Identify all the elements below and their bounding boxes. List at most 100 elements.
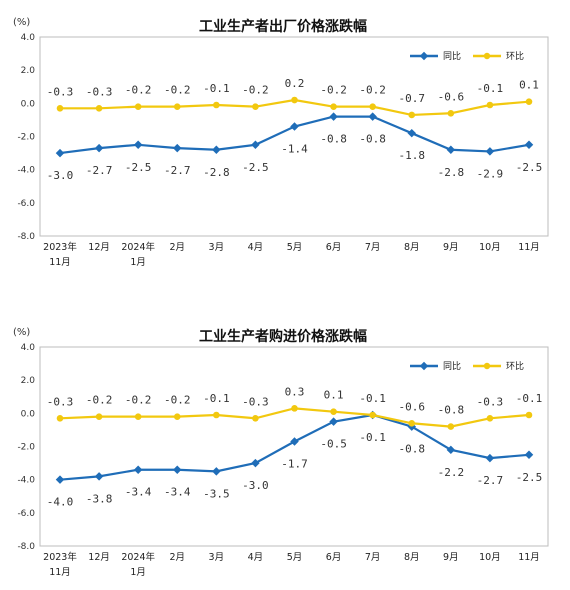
data-point-mom xyxy=(408,419,416,427)
data-label-mom: 0.1 xyxy=(519,79,539,92)
data-label-yoy: -1.7 xyxy=(281,458,308,471)
data-label-yoy: -2.5 xyxy=(242,161,269,174)
legend-marker xyxy=(419,361,429,371)
data-label-mom: -0.2 xyxy=(164,394,191,407)
data-point-mom xyxy=(291,405,298,412)
data-point-mom xyxy=(486,101,494,109)
data-point-mom xyxy=(447,423,455,430)
data-label-yoy: -0.5 xyxy=(320,438,347,451)
legend-label: 环比 xyxy=(506,360,524,372)
data-label-mom: -0.2 xyxy=(164,84,191,97)
data-label-yoy: -2.2 xyxy=(438,466,465,479)
data-label-mom: -0.1 xyxy=(516,392,543,405)
data-point-yoy xyxy=(55,148,65,158)
data-label-mom: -0.3 xyxy=(477,395,504,408)
x-tick-label: 2024年 1月 xyxy=(121,551,155,578)
plot-frame xyxy=(39,36,549,237)
data-label-mom: -0.7 xyxy=(399,92,426,105)
data-point-yoy xyxy=(173,465,182,474)
data-label-yoy: -2.8 xyxy=(203,166,230,179)
x-tick-label: 4月 xyxy=(248,242,264,253)
data-label-yoy: -3.0 xyxy=(242,479,269,492)
output-price-chart: 工业生产者出厂价格涨跌幅 (%) 4.0 2.0 0.0 -2.0 -4.0 -6.0 -8… xyxy=(0,0,570,280)
data-label-yoy: -0.1 xyxy=(359,431,386,444)
y-tick-label: 0.0 xyxy=(21,99,36,109)
data-label-yoy: -2.5 xyxy=(125,161,152,174)
data-point-yoy xyxy=(94,472,104,481)
y-tick-label: -6.0 xyxy=(17,199,35,209)
data-point-mom xyxy=(291,96,298,104)
data-point-mom xyxy=(525,98,533,105)
data-point-mom xyxy=(134,413,142,420)
data-point-yoy xyxy=(524,140,534,150)
x-tick-label: 11月 xyxy=(518,242,540,253)
y-tick-label: -2.0 xyxy=(17,133,35,143)
data-point-mom xyxy=(213,411,220,419)
data-point-mom xyxy=(95,413,103,420)
x-tick-label: 6月 xyxy=(326,552,342,563)
x-tick-label: 7月 xyxy=(365,242,381,253)
x-tick-label: 10月 xyxy=(479,552,501,563)
data-label-yoy: -3.8 xyxy=(86,492,113,505)
data-point-yoy xyxy=(329,417,338,426)
data-point-mom xyxy=(56,415,64,422)
legend-marker xyxy=(483,52,491,60)
data-label-yoy: -3.4 xyxy=(125,486,152,499)
x-tick-label: 2月 xyxy=(169,242,185,253)
data-label-mom: -0.6 xyxy=(438,90,465,103)
purchase-price-chart-svg: 工业生产者购进价格涨跌幅 (%) 4.0 2.0 0.0 -2.0 -4.0 -6.0 -8… xyxy=(13,327,549,578)
data-label-yoy: -0.8 xyxy=(320,133,347,146)
y-tick-label: -4.0 xyxy=(17,166,35,176)
data-point-yoy xyxy=(446,445,456,455)
y-tick-label: 4.0 xyxy=(21,33,36,43)
data-point-yoy xyxy=(524,450,534,460)
data-label-mom: -0.1 xyxy=(477,82,504,95)
data-point-yoy xyxy=(55,475,65,484)
y-tick-label: -2.0 xyxy=(17,443,35,453)
legend-marker xyxy=(419,51,429,61)
data-label-yoy: -3.0 xyxy=(47,169,74,182)
data-point-yoy xyxy=(94,143,104,153)
data-point-mom xyxy=(95,105,103,112)
data-label-mom: -0.2 xyxy=(320,84,347,97)
data-label-yoy: -3.4 xyxy=(164,486,191,499)
data-point-mom xyxy=(134,103,142,110)
y-tick-label: 0.0 xyxy=(21,409,36,419)
data-point-yoy xyxy=(329,112,338,121)
data-label-yoy: -1.4 xyxy=(281,143,308,156)
x-tick-label: 12月 xyxy=(88,552,110,563)
unit-label: (%) xyxy=(13,17,30,28)
y-tick-label: -4.0 xyxy=(17,476,35,486)
data-label-yoy: -2.7 xyxy=(477,474,504,487)
data-label-yoy: -2.5 xyxy=(516,471,543,484)
data-point-mom xyxy=(213,101,220,109)
data-label-yoy: -2.8 xyxy=(438,166,465,179)
data-point-mom xyxy=(408,111,416,119)
data-point-mom xyxy=(173,103,181,110)
data-point-mom xyxy=(252,103,259,110)
y-tick-label: -8.0 xyxy=(17,542,35,552)
purchase-price-chart: 工业生产者购进价格涨跌幅 (%) 4.0 2.0 0.0 -2.0 -4.0 -6.0 -8… xyxy=(0,310,570,590)
data-point-yoy xyxy=(251,458,260,468)
data-label-mom: -0.3 xyxy=(47,85,74,98)
legend-label: 环比 xyxy=(506,50,524,62)
x-tick-label: 8月 xyxy=(404,242,420,253)
y-tick-label: 4.0 xyxy=(21,343,36,353)
data-point-mom xyxy=(369,411,376,419)
data-label-mom: -0.6 xyxy=(399,400,426,413)
y-tick-label: 2.0 xyxy=(21,376,36,386)
data-point-mom xyxy=(173,413,181,420)
x-tick-label: 5月 xyxy=(287,242,303,253)
data-point-yoy xyxy=(173,143,182,153)
data-label-mom: -0.3 xyxy=(242,395,269,408)
legend-label: 同比 xyxy=(443,50,461,62)
unit-label: (%) xyxy=(13,327,30,338)
data-label-mom: -0.3 xyxy=(86,85,113,98)
data-point-yoy xyxy=(290,437,299,446)
data-label-mom: -0.2 xyxy=(242,84,269,97)
data-point-mom xyxy=(56,105,64,112)
data-label-mom: -0.2 xyxy=(86,394,113,407)
data-label-yoy: -2.5 xyxy=(516,161,543,174)
y-tick-label: -8.0 xyxy=(17,232,35,242)
x-tick-label: 2023年 11月 xyxy=(43,241,77,268)
